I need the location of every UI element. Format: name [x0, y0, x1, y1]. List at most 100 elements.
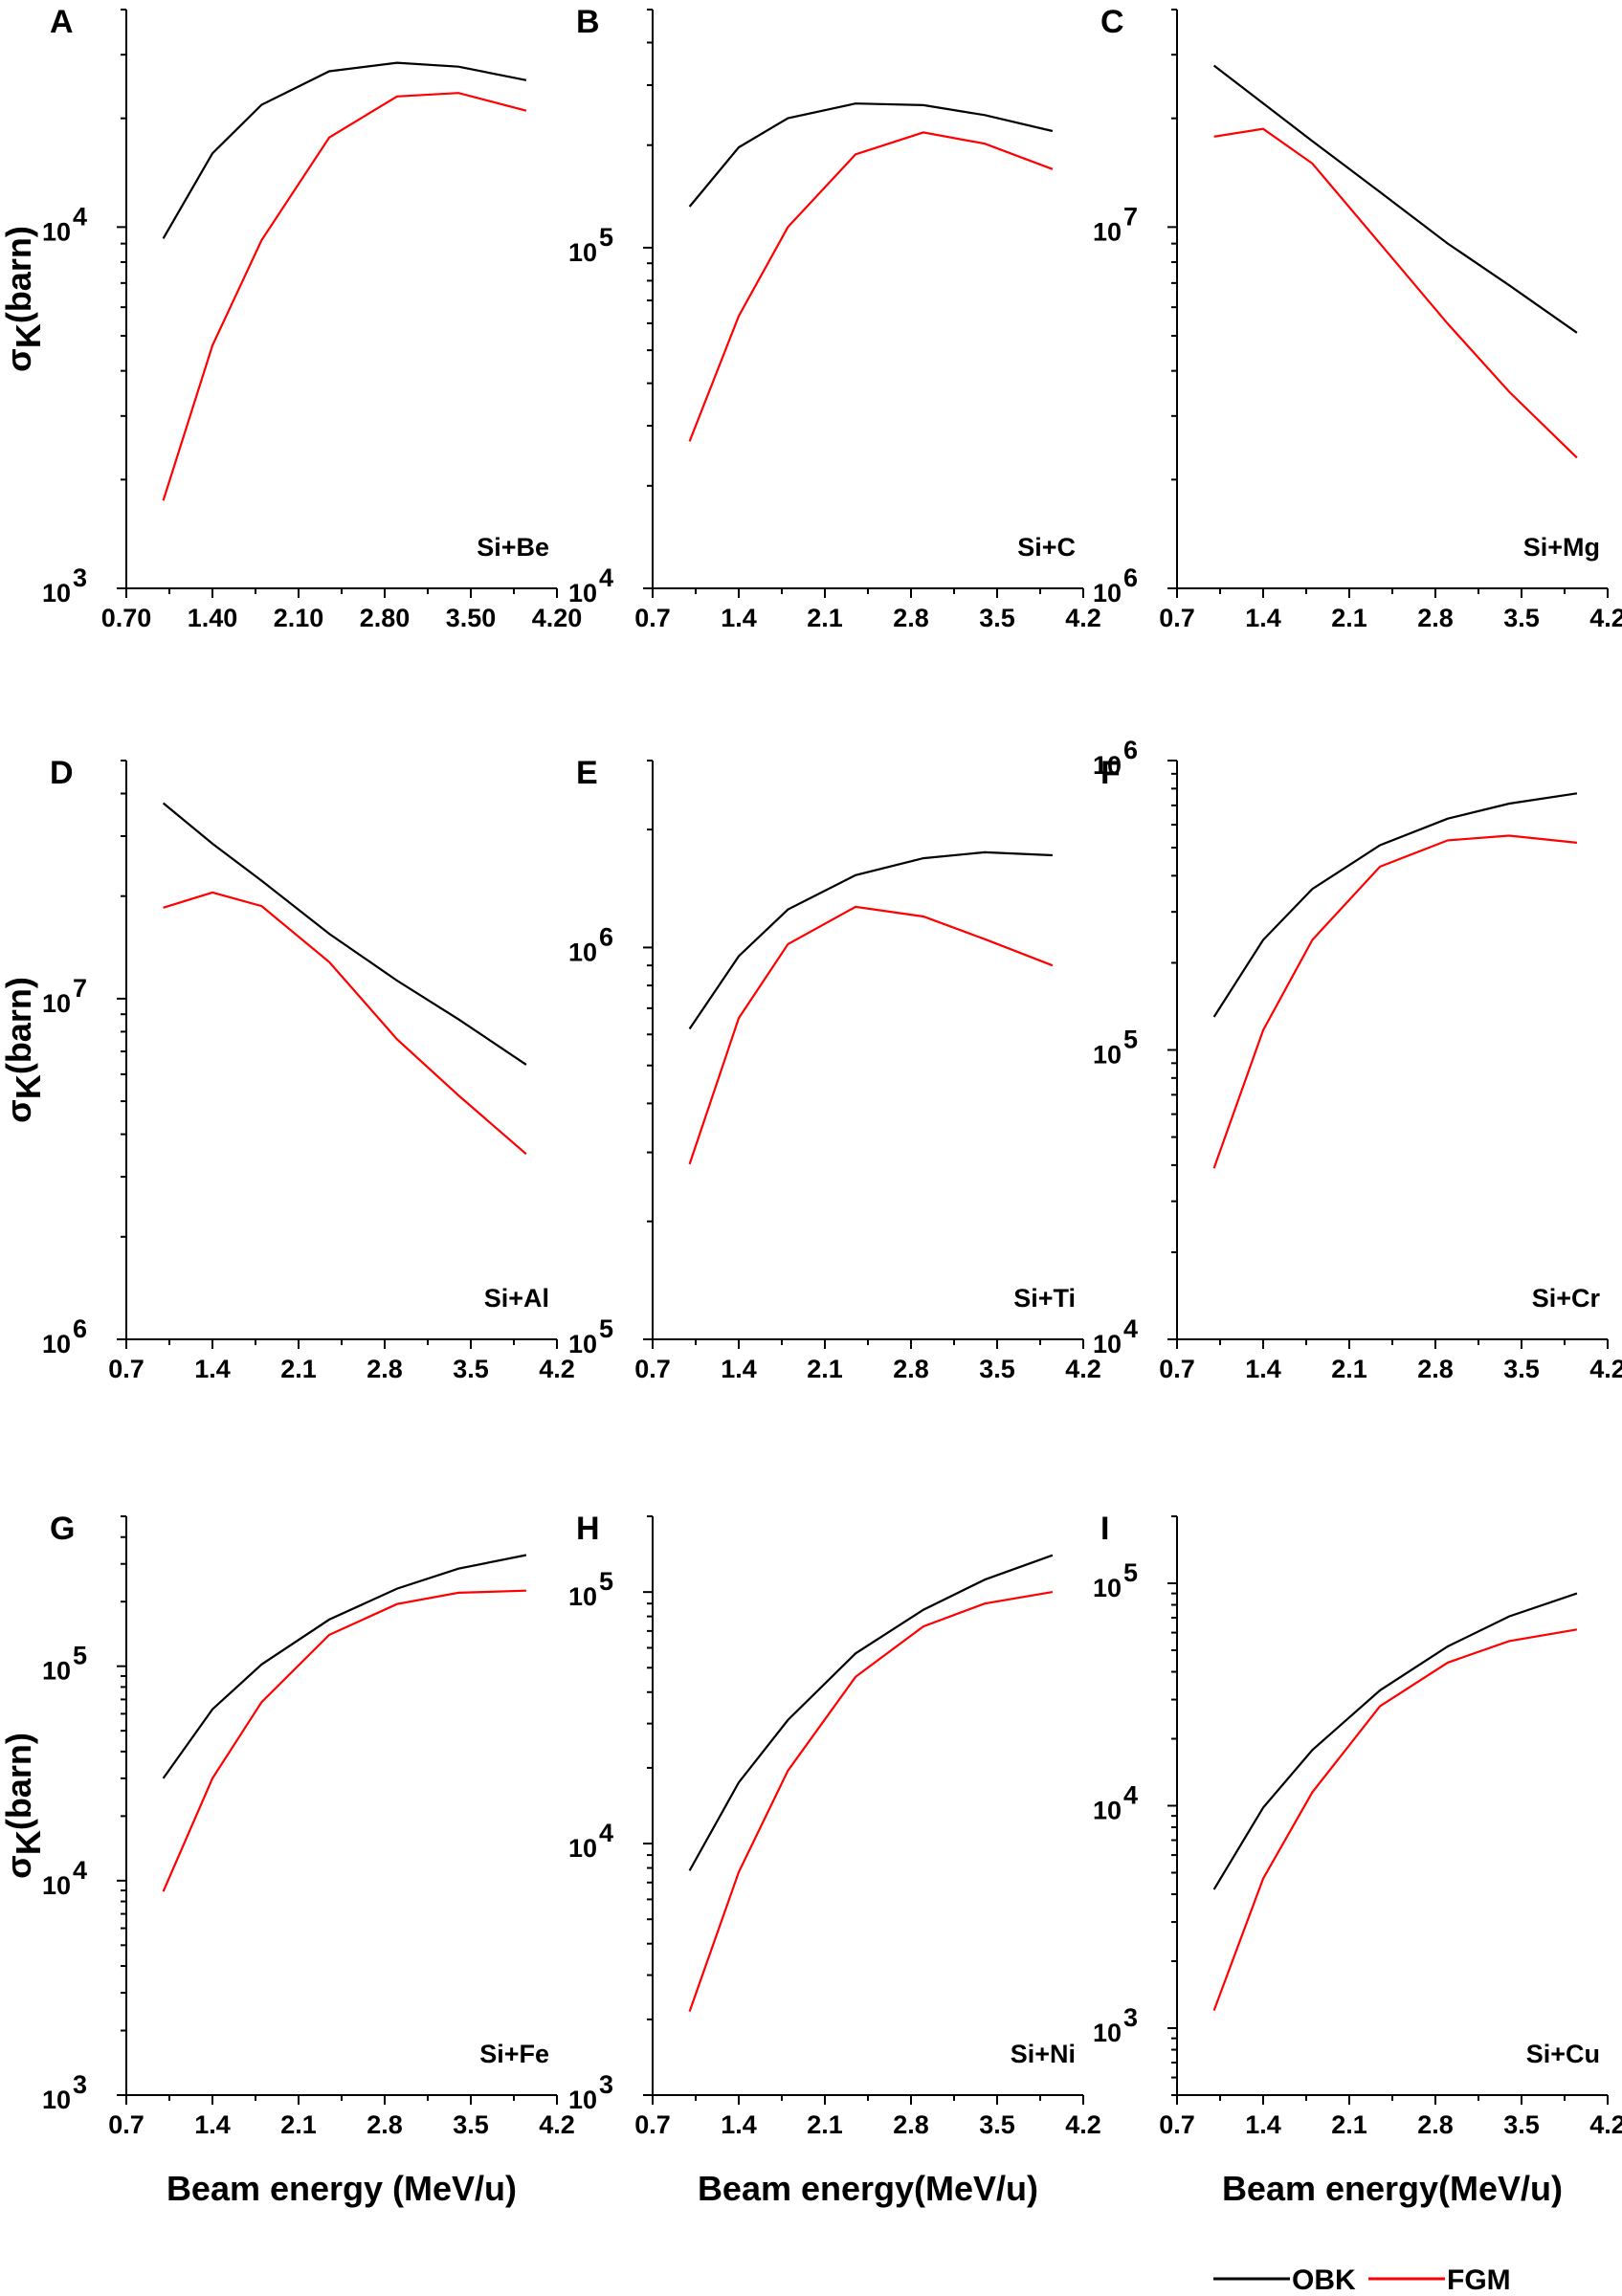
y-tick-label: 10	[42, 217, 71, 246]
y-tick-label: 10	[568, 2086, 597, 2114]
x-tick-label: 1.4	[721, 1355, 757, 1383]
panel-a: 0.70 1.40 2.10 2.80 3.50 4.20103104ASi+BeσK(b…	[0, 4, 582, 632]
y-tick-label: 10	[1093, 1330, 1122, 1358]
panel-letter: E	[576, 755, 598, 791]
system-label: Si+Cu	[1526, 2040, 1600, 2068]
y-tick-label: 10	[1093, 2019, 1122, 2047]
system-label: Si+Be	[477, 533, 549, 562]
y-tick-exponent: 6	[1123, 563, 1138, 592]
y-tick-exponent: 5	[599, 1314, 613, 1343]
panel-letter: C	[1100, 4, 1124, 40]
x-tick-label: 4.2	[1589, 2110, 1622, 2139]
series-line-fgm	[1212, 1628, 1578, 2011]
y-tick-label: 10	[568, 579, 597, 607]
series-line-fgm	[688, 905, 1054, 1165]
x-tick-label: 1.4	[194, 2110, 231, 2139]
x-tick-label: 1.4	[1245, 1355, 1281, 1383]
x-tick-label: 2.1	[280, 2110, 317, 2139]
x-tick-label: 2.8	[893, 1355, 929, 1383]
y-tick-exponent: 5	[1123, 1558, 1138, 1587]
system-label: Si+Ti	[1013, 1284, 1076, 1313]
y-tick-exponent: 5	[599, 1567, 613, 1596]
y-tick-label: 10	[1093, 579, 1122, 607]
x-tick-label: 3.5	[979, 604, 1015, 632]
x-tick-label: 4.20	[532, 604, 583, 632]
series-line-obk	[1212, 792, 1578, 1018]
series-line-fgm	[688, 1591, 1054, 2012]
x-tick-label: 2.1	[807, 2110, 843, 2139]
series-line-obk	[162, 61, 527, 239]
system-label: Si+Al	[484, 1284, 549, 1313]
y-tick-exponent: 3	[1123, 2003, 1138, 2032]
series-line-fgm	[1212, 834, 1578, 1169]
y-tick-exponent: 5	[599, 223, 613, 252]
x-tick-label: 0.7	[1159, 2110, 1195, 2139]
series-line-obk	[688, 850, 1053, 1030]
x-tick-label: 2.1	[1331, 2110, 1367, 2139]
series-line-obk	[1212, 1592, 1578, 1890]
x-tick-label: 4.2	[1065, 2110, 1101, 2139]
y-tick-exponent: 5	[1123, 1026, 1138, 1054]
y-tick-exponent: 4	[599, 563, 613, 592]
y-tick-label: 10	[1093, 1574, 1122, 1602]
panel-grid: 0.70 1.40 2.10 2.80 3.50 4.20103104ASi+BeσK(b…	[0, 4, 1622, 2208]
y-tick-exponent: 3	[73, 2070, 87, 2099]
series-line-fgm	[1213, 127, 1578, 459]
x-tick-label: 2.1	[1331, 1355, 1367, 1383]
x-tick-label: 1.4	[721, 604, 757, 632]
series-line-obk	[688, 102, 1054, 208]
x-tick-label: 2.8	[1417, 604, 1454, 632]
system-label: Si+C	[1017, 533, 1076, 562]
series-line-fgm	[688, 131, 1054, 442]
legend-label-obk: OBK	[1292, 2264, 1356, 2296]
series-line-obk	[688, 1554, 1054, 1871]
legend: OBK FGM	[1213, 2264, 1511, 2296]
x-tick-label: 2.1	[1331, 604, 1367, 632]
x-tick-label: 0.7	[634, 1355, 671, 1383]
x-tick-label: 4.2	[539, 2110, 575, 2139]
series-line-obk	[1212, 64, 1578, 334]
y-tick-exponent: 6	[599, 922, 613, 951]
x-tick-label: 3.5	[453, 1355, 489, 1383]
panel-letter: A	[50, 4, 74, 40]
y-tick-exponent: 7	[73, 974, 87, 1003]
y-tick-label: 10	[42, 1330, 71, 1358]
x-tick-label: 0.7	[1159, 1355, 1195, 1383]
x-tick-label: 3.5	[1503, 604, 1540, 632]
x-tick-label: 2.8	[893, 604, 929, 632]
panel-g: 0.7 1.4 2.1 2.8 3.5 4.2103104105GSi+FeσK(barn…	[0, 1511, 575, 2208]
y-tick-exponent: 6	[1123, 736, 1138, 764]
y-tick-exponent: 7	[1123, 202, 1138, 231]
y-tick-label: 10	[42, 1657, 71, 1686]
x-tick-label: 2.80	[360, 604, 411, 632]
series-line-obk	[162, 802, 527, 1066]
x-tick-label: 1.40	[188, 604, 238, 632]
series-line-obk	[162, 1554, 527, 1779]
x-tick-label: 0.7	[634, 2110, 671, 2139]
x-tick-label: 2.8	[1417, 2110, 1454, 2139]
y-tick-exponent: 3	[73, 563, 87, 592]
y-tick-label: 10	[568, 1330, 597, 1358]
y-tick-exponent: 3	[599, 2070, 613, 2099]
x-axis-title: Beam energy (MeV/u)	[167, 2169, 517, 2208]
x-tick-label: 0.7	[634, 604, 671, 632]
x-tick-label: 3.5	[453, 2110, 489, 2139]
x-tick-label: 3.50	[446, 604, 497, 632]
panel-letter: I	[1100, 1511, 1109, 1547]
system-label: Si+Fe	[479, 2040, 549, 2068]
y-tick-label: 10	[42, 1871, 71, 1900]
legend-label-fgm: FGM	[1447, 2264, 1511, 2296]
x-tick-label: 0.7	[108, 1355, 144, 1383]
y-tick-label: 10	[42, 989, 71, 1018]
y-tick-label: 10	[568, 1834, 597, 1863]
y-tick-exponent: 4	[599, 1819, 613, 1847]
x-axis-title: Beam energy(MeV/u)	[1222, 2169, 1563, 2208]
series-line-fgm	[163, 891, 527, 1156]
